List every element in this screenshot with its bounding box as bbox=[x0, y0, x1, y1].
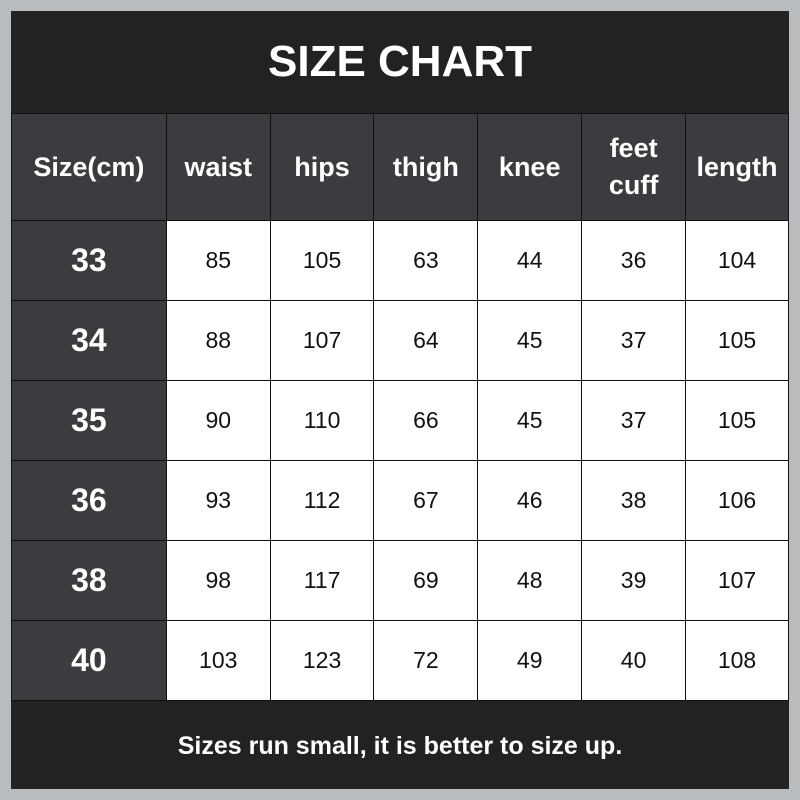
size-label: 33 bbox=[11, 220, 167, 301]
column-header: knee bbox=[477, 113, 583, 221]
measurement-cell: 36 bbox=[581, 220, 687, 301]
column-header: length bbox=[685, 113, 789, 221]
measurement-cell: 40 bbox=[581, 620, 687, 701]
measurement-cell: 103 bbox=[165, 620, 271, 701]
column-header: waist bbox=[165, 113, 271, 221]
size-chart: SIZE CHART Size(cm) waist hips thigh knee fee… bbox=[11, 11, 789, 789]
column-header: feet cuff bbox=[581, 113, 687, 221]
table-row: 36 93 112 67 46 38 106 bbox=[11, 460, 789, 541]
measurement-cell: 105 bbox=[685, 300, 789, 381]
measurement-cell: 123 bbox=[269, 620, 375, 701]
measurement-cell: 38 bbox=[581, 460, 687, 541]
chart-title: SIZE CHART bbox=[268, 37, 532, 86]
column-header: Size(cm) bbox=[11, 113, 167, 221]
measurement-cell: 72 bbox=[373, 620, 479, 701]
size-label: 34 bbox=[11, 300, 167, 381]
measurement-cell: 85 bbox=[165, 220, 271, 301]
measurement-cell: 88 bbox=[165, 300, 271, 381]
measurement-cell: 64 bbox=[373, 300, 479, 381]
column-header: thigh bbox=[373, 113, 479, 221]
measurement-cell: 69 bbox=[373, 540, 479, 621]
measurement-cell: 117 bbox=[269, 540, 375, 621]
table-row: 40 103 123 72 49 40 108 bbox=[11, 620, 789, 701]
measurement-cell: 98 bbox=[165, 540, 271, 621]
measurement-cell: 45 bbox=[477, 380, 583, 461]
measurement-cell: 48 bbox=[477, 540, 583, 621]
measurement-cell: 63 bbox=[373, 220, 479, 301]
measurement-cell: 66 bbox=[373, 380, 479, 461]
size-label: 35 bbox=[11, 380, 167, 461]
column-header: hips bbox=[269, 113, 375, 221]
measurement-cell: 104 bbox=[685, 220, 789, 301]
header-row: Size(cm) waist hips thigh knee feet cuff lengt… bbox=[11, 113, 789, 221]
measurement-cell: 44 bbox=[477, 220, 583, 301]
measurement-cell: 45 bbox=[477, 300, 583, 381]
table-row: 38 98 117 69 48 39 107 bbox=[11, 540, 789, 621]
measurement-cell: 93 bbox=[165, 460, 271, 541]
measurement-cell: 105 bbox=[685, 380, 789, 461]
measurement-cell: 49 bbox=[477, 620, 583, 701]
table-row: 35 90 110 66 45 37 105 bbox=[11, 380, 789, 461]
measurement-cell: 108 bbox=[685, 620, 789, 701]
measurement-cell: 37 bbox=[581, 380, 687, 461]
size-label: 40 bbox=[11, 620, 167, 701]
measurement-cell: 107 bbox=[685, 540, 789, 621]
measurement-cell: 37 bbox=[581, 300, 687, 381]
measurement-cell: 107 bbox=[269, 300, 375, 381]
measurement-cell: 90 bbox=[165, 380, 271, 461]
measurement-cell: 112 bbox=[269, 460, 375, 541]
table-row: 33 85 105 63 44 36 104 bbox=[11, 220, 789, 301]
size-label: 38 bbox=[11, 540, 167, 621]
measurement-cell: 39 bbox=[581, 540, 687, 621]
size-label: 36 bbox=[11, 460, 167, 541]
measurement-cell: 106 bbox=[685, 460, 789, 541]
measurement-cell: 105 bbox=[269, 220, 375, 301]
footer-note: Sizes run small, it is better to size up… bbox=[177, 731, 623, 760]
size-table: Size(cm) waist hips thigh knee feet cuff lengt… bbox=[11, 113, 789, 701]
measurement-cell: 46 bbox=[477, 460, 583, 541]
measurement-cell: 67 bbox=[373, 460, 479, 541]
measurement-cell: 110 bbox=[269, 380, 375, 461]
table-row: 34 88 107 64 45 37 105 bbox=[11, 300, 789, 381]
